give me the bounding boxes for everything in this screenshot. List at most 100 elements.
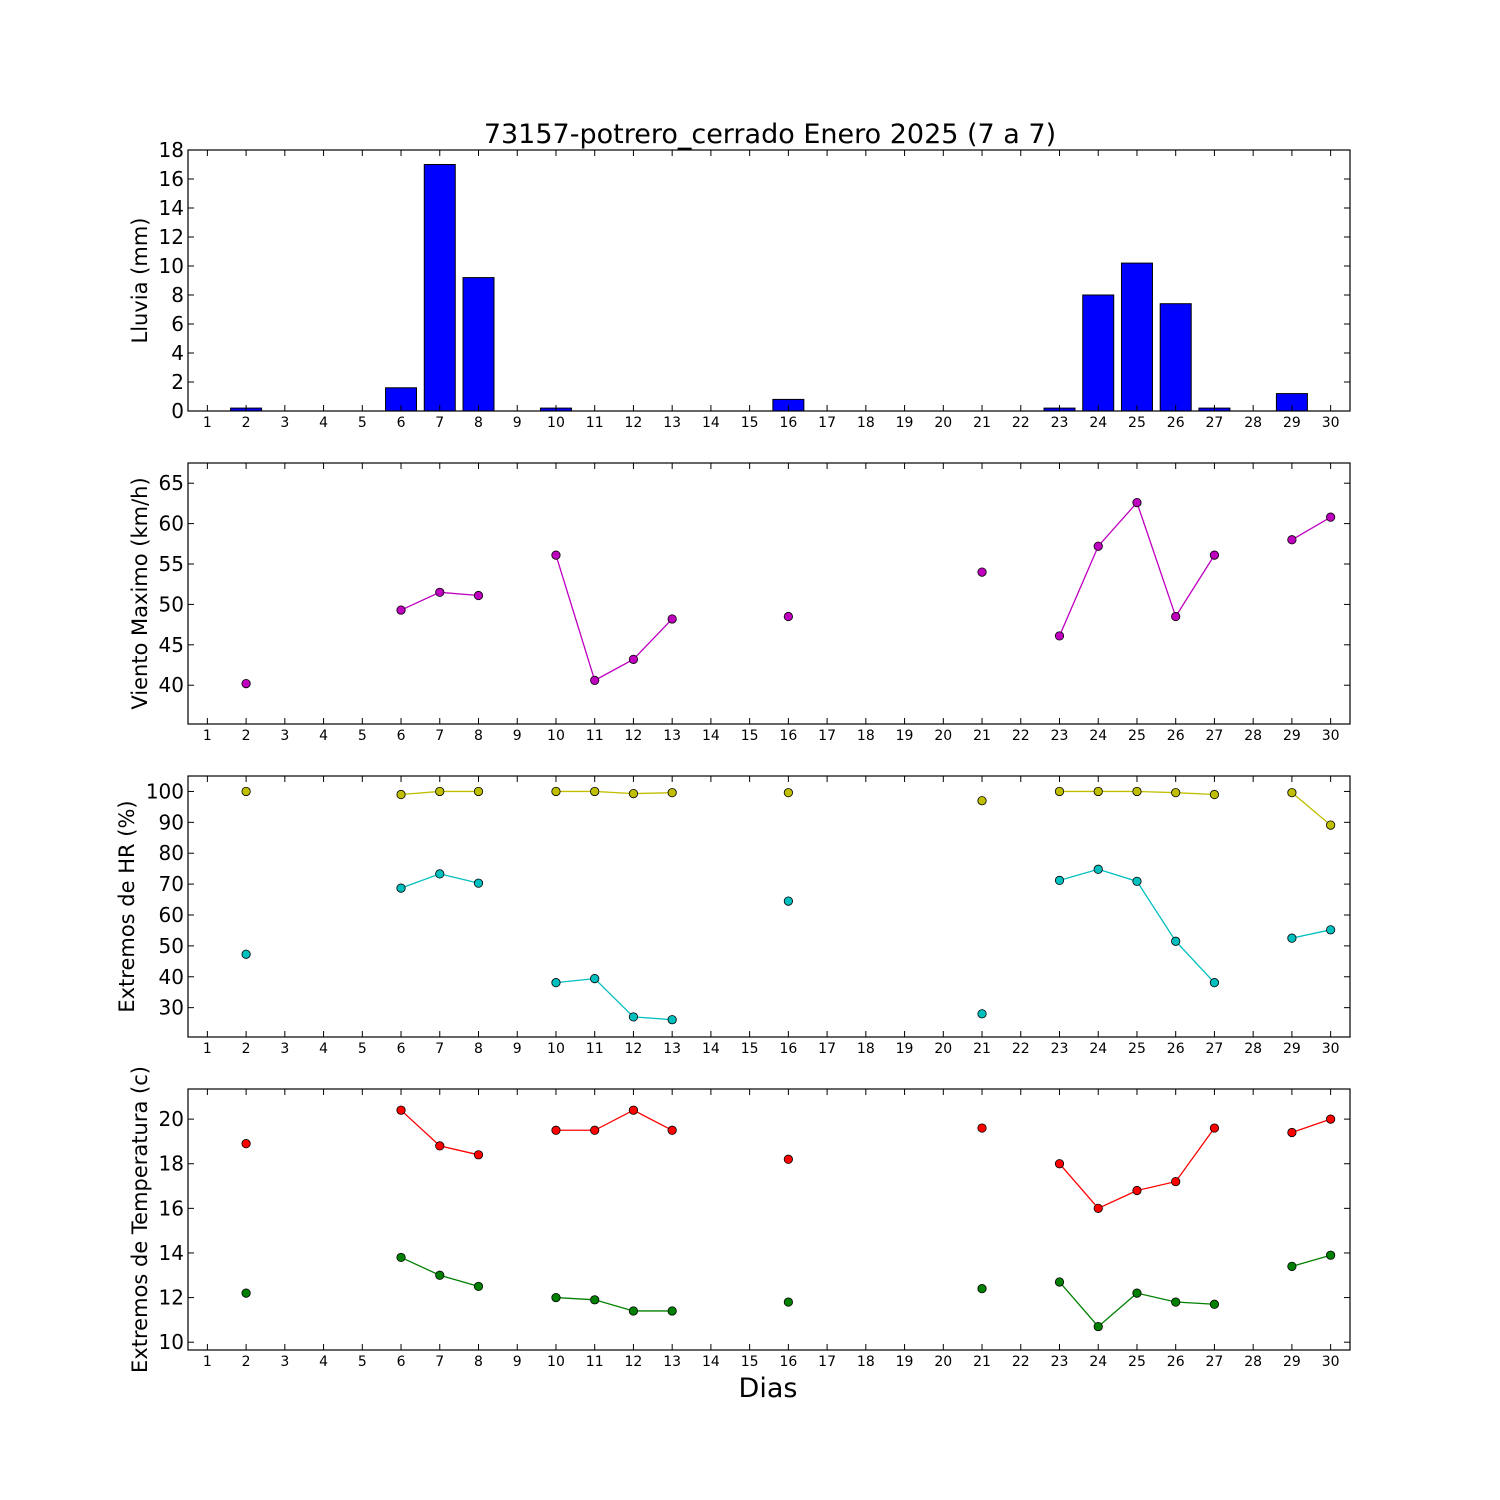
x-tick-label: 23 <box>1051 1041 1069 1057</box>
series-1-point-day-13 <box>667 614 677 624</box>
x-tick-label: 22 <box>1012 415 1030 431</box>
x-tick-label: 12 <box>625 415 643 431</box>
series-1-point-day-27 <box>1209 550 1220 560</box>
series-2-point-day-30 <box>1326 925 1336 935</box>
x-tick-label: 21 <box>973 1041 991 1057</box>
y-tick-label: 16 <box>159 167 184 191</box>
x-tick-label: 9 <box>513 728 522 744</box>
x-tick-label: 7 <box>435 415 444 431</box>
x-tick-label: 27 <box>1206 1041 1224 1057</box>
x-tick-label: 14 <box>702 728 720 744</box>
x-tick-label: 18 <box>857 415 875 431</box>
x-tick-label: 7 <box>435 728 444 744</box>
x-tick-label: 14 <box>702 1354 720 1370</box>
chart-title: 73157-potrero_cerrado Enero 2025 (7 a 7) <box>484 119 1056 150</box>
y-tick-label: 55 <box>159 552 184 576</box>
x-tick-label: 29 <box>1283 728 1301 744</box>
x-tick-label: 17 <box>818 1041 836 1057</box>
x-tick-label: 21 <box>973 1354 991 1370</box>
x-tick-label: 16 <box>779 1041 797 1057</box>
x-tick-label: 28 <box>1244 728 1262 744</box>
series-1-point-day-7 <box>435 786 445 797</box>
y-axis-label-humedad: Extremos de HR (%) <box>115 800 139 1012</box>
series-2-point-day-6 <box>396 883 406 893</box>
x-tick-label: 25 <box>1128 1041 1146 1057</box>
series-2-point-day-6 <box>396 1252 406 1263</box>
plot-frame-temperatura <box>187 1088 1351 1351</box>
series-1-line <box>555 1109 673 1131</box>
y-tick-label: 90 <box>159 810 184 834</box>
x-tick-label: 5 <box>358 728 367 744</box>
x-tick-label: 21 <box>973 415 991 431</box>
series-2-point-day-26 <box>1171 936 1181 946</box>
x-tick-label: 20 <box>934 415 952 431</box>
x-tick-label: 15 <box>741 1354 759 1370</box>
x-tick-label: 8 <box>474 728 483 744</box>
series-2-point-day-2 <box>241 1288 251 1298</box>
series-2-point-day-29 <box>1287 1261 1297 1271</box>
series-2-point-day-27 <box>1209 978 1220 988</box>
series-1-point-day-30 <box>1326 820 1336 830</box>
series-1-point-day-11 <box>590 675 600 685</box>
x-tick-label: 19 <box>896 415 914 431</box>
x-tick-label: 24 <box>1089 1041 1107 1057</box>
series-1-point-day-10 <box>551 550 561 560</box>
x-tick-label: 20 <box>934 1354 952 1370</box>
x-tick-label: 20 <box>934 1041 952 1057</box>
series-2-point-day-7 <box>435 1270 445 1280</box>
x-tick-label: 15 <box>741 728 759 744</box>
series-2-point-day-11 <box>590 1295 600 1305</box>
series-1-line <box>555 554 673 682</box>
y-tick-label: 30 <box>159 996 184 1020</box>
y-tick-label: 60 <box>159 512 184 536</box>
bar-day-8 <box>462 277 495 412</box>
series-1-line <box>1058 501 1215 637</box>
x-tick-label: 6 <box>397 728 406 744</box>
y-tick-label: 18 <box>159 1152 184 1176</box>
series-2-point-day-26 <box>1171 1297 1181 1307</box>
x-tick-label: 4 <box>319 1354 328 1370</box>
x-tick-label: 13 <box>663 1041 681 1057</box>
series-2-point-day-2 <box>241 949 251 959</box>
y-tick-label: 70 <box>159 872 184 896</box>
x-tick-label: 23 <box>1051 415 1069 431</box>
x-tick-label: 22 <box>1012 1354 1030 1370</box>
y-tick-label: 0 <box>171 399 184 423</box>
x-tick-label: 11 <box>586 728 604 744</box>
y-tick-label: 18 <box>159 138 184 162</box>
series-2-line <box>1059 868 1215 984</box>
series-1-point-day-13 <box>667 788 677 798</box>
series-1-point-day-25 <box>1132 497 1142 508</box>
series-1-point-day-29 <box>1287 1127 1297 1138</box>
series-1-point-day-7 <box>435 587 445 597</box>
y-tick-label: 45 <box>159 633 184 657</box>
x-tick-label: 25 <box>1128 1354 1146 1370</box>
x-tick-label: 30 <box>1322 1041 1340 1057</box>
series-1-point-day-24 <box>1093 786 1103 797</box>
series-2-point-day-25 <box>1132 1288 1142 1298</box>
x-tick-label: 17 <box>818 728 836 744</box>
series-1-point-day-16 <box>783 611 793 622</box>
x-tick-label: 30 <box>1322 415 1340 431</box>
series-1-point-day-25 <box>1132 786 1142 797</box>
series-2-point-day-8 <box>473 1281 484 1292</box>
x-tick-label: 10 <box>547 728 565 744</box>
y-tick-label: 65 <box>159 471 184 495</box>
x-tick-label: 16 <box>779 1354 797 1370</box>
x-tick-label: 4 <box>319 415 328 431</box>
x-tick-label: 20 <box>934 728 952 744</box>
series-2-line <box>555 977 673 1021</box>
plot-frame-viento <box>187 462 1351 725</box>
x-tick-label: 29 <box>1283 1354 1301 1370</box>
series-2-point-day-7 <box>435 869 445 879</box>
x-tick-label: 27 <box>1206 1354 1224 1370</box>
series-2-point-day-12 <box>628 1306 639 1316</box>
series-2-line <box>1291 929 1331 939</box>
x-tick-label: 3 <box>280 728 289 744</box>
series-1-point-day-2 <box>241 786 251 797</box>
series-1-point-day-6 <box>396 789 406 800</box>
x-tick-label: 8 <box>474 1041 483 1057</box>
